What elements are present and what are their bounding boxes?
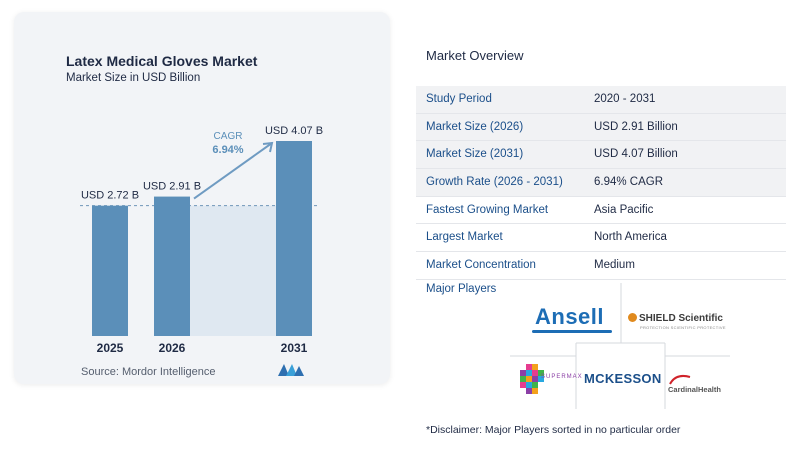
overview-label: Market Concentration (426, 259, 536, 272)
overview-row: Fastest Growing Market Asia Pacific (416, 197, 786, 225)
overview-label: Study Period (426, 93, 492, 105)
overview-label: Growth Rate (2026 - 2031) (426, 176, 563, 189)
mckesson-logo: MCKESSON (584, 371, 662, 386)
disclaimer-text: *Disclaimer: Major Players sorted in no … (426, 424, 681, 436)
mosaic-logo-text: SUPERMAX (541, 374, 583, 380)
cagr-arrow (193, 142, 273, 200)
overview-label: Market Size (2031) (426, 148, 524, 161)
overview-value: 6.94% CAGR (594, 176, 664, 189)
ansell-logo: Ansell (535, 304, 605, 329)
shield-dot-icon (628, 313, 637, 322)
overview-row: Market Size (2031) USD 4.07 Billion (416, 141, 786, 170)
overview-row: Market Size (2026) USD 2.91 Billion (416, 113, 786, 142)
cagr-arrow-head (262, 141, 274, 153)
bar-2026 (154, 196, 190, 336)
overview-value: Asia Pacific (594, 203, 654, 216)
overview-row: Study Period 2020 - 2031 (416, 86, 786, 114)
overview-label: Market Size (2026) (426, 120, 524, 133)
overview-label: Largest Market (426, 231, 503, 244)
overview-row: Market Concentration Medium (416, 252, 786, 280)
shield-scientific-name: SHIELD Scientific (639, 313, 723, 324)
x-tick-label-2026: 2026 (159, 341, 186, 355)
overview-value: Medium (594, 259, 635, 272)
bar-chart: USD 2.72 B USD 2.91 B USD 4.07 B 2025 2026 2… (80, 125, 323, 355)
overview-label: Fastest Growing Market (426, 203, 549, 216)
source-text: Source: Mordor Intelligence (81, 366, 216, 378)
shield-scientific-tagline: PROTECTION SCIENTIFIC PROTECTIVE (640, 325, 726, 330)
overview-value: 2020 - 2031 (594, 93, 656, 105)
overview-table: Study Period 2020 - 2031 Market Size (20… (416, 86, 786, 280)
bar-2025 (92, 205, 128, 336)
data-label-2026: USD 2.91 B (143, 181, 201, 193)
cardinal-health-swoosh-icon (669, 374, 691, 385)
cardinal-health-logo: CardinalHealth (668, 385, 721, 394)
x-tick-label-2031: 2031 (281, 341, 308, 355)
chart-subtitle: Market Size in USD Billion (66, 72, 201, 84)
chart-growth-band (190, 205, 276, 336)
cagr-value: 6.94% (212, 144, 243, 156)
players-grid-lines (510, 283, 730, 409)
data-label-2025: USD 2.72 B (81, 190, 139, 202)
data-label-2031: USD 4.07 B (265, 125, 323, 137)
cagr-label: CAGR (214, 131, 243, 142)
mordor-logo-icon (278, 364, 304, 376)
overview-title: Market Overview (426, 48, 524, 63)
mosaic-logo-icon (520, 364, 544, 394)
overview-row: Growth Rate (2026 - 2031) 6.94% CAGR (416, 169, 786, 197)
overview-value: USD 2.91 Billion (594, 120, 678, 133)
players-title: Major Players (426, 283, 497, 295)
overview-value: USD 4.07 Billion (594, 148, 678, 161)
bar-2031 (276, 141, 312, 336)
ansell-logo-swoosh (532, 330, 612, 333)
overview-row: Largest Market North America (416, 224, 786, 253)
shield-scientific-logo: SHIELD Scientific (628, 313, 723, 324)
chart-title: Latex Medical Gloves Market (66, 53, 258, 69)
x-tick-label-2025: 2025 (97, 341, 124, 355)
overview-value: North America (594, 231, 667, 244)
